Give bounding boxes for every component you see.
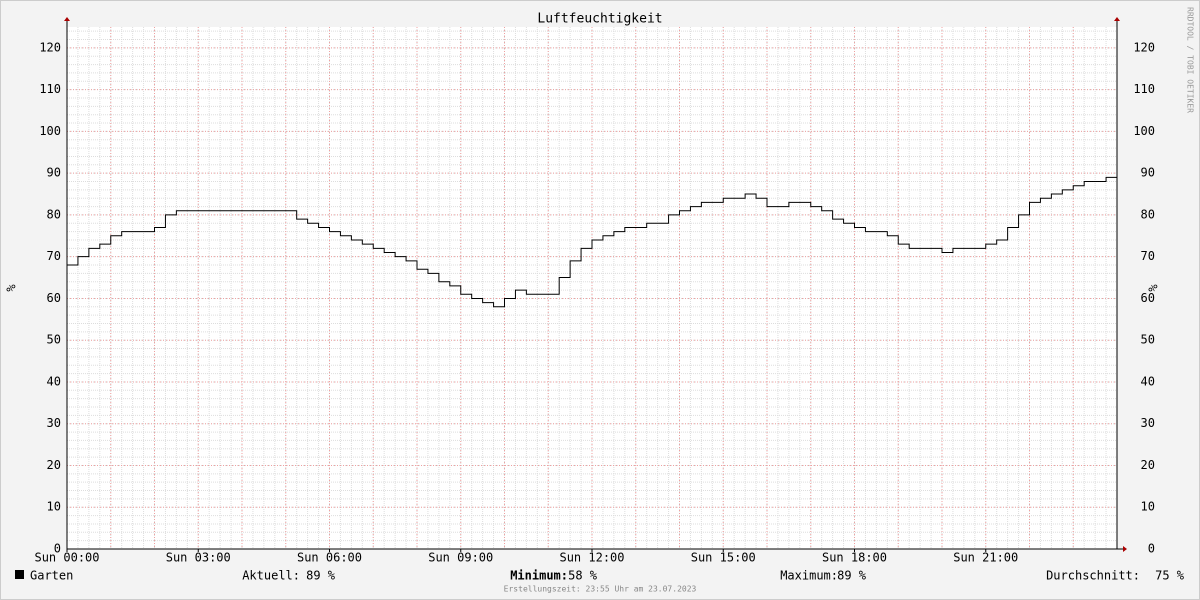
stat-value: 75 % xyxy=(1155,569,1185,583)
y2-tick-label: 80 xyxy=(1141,207,1155,221)
y2-tick-label: 100 xyxy=(1133,124,1155,138)
x-tick-label: Sun 09:00 xyxy=(428,551,493,565)
y-tick-label: 0 xyxy=(54,542,61,556)
y-tick-label: 90 xyxy=(47,166,61,180)
y2-tick-label: 30 xyxy=(1141,416,1155,430)
y-tick-label: 60 xyxy=(47,291,61,305)
x-tick-label: Sun 00:00 xyxy=(34,551,99,565)
legend-label: Garten xyxy=(30,569,73,583)
y2-tick-label: 120 xyxy=(1133,40,1155,54)
x-tick-label: Sun 06:00 xyxy=(297,551,362,565)
y2-tick-label: 20 xyxy=(1141,458,1155,472)
stat-label: Durchschnitt: xyxy=(1046,569,1140,583)
watermark: RRDTOOL / TOBI OETIKER xyxy=(1186,7,1195,113)
arrow xyxy=(1114,17,1120,21)
y2-tick-label: 0 xyxy=(1148,542,1155,556)
y-tick-label: 100 xyxy=(39,124,61,138)
stat-label: Maximum: xyxy=(780,569,838,583)
arrow xyxy=(1123,546,1127,552)
y-tick-label: 50 xyxy=(47,333,61,347)
y2-tick-label: 110 xyxy=(1133,82,1155,96)
y2-tick-label: 90 xyxy=(1141,166,1155,180)
y2-tick-label: 10 xyxy=(1141,500,1155,514)
data-line xyxy=(67,176,1117,308)
stat-label: Minimum: xyxy=(510,569,568,583)
footer: Erstellungszeit: 23:55 Uhr am 23.07.2023 xyxy=(504,585,697,594)
y2-axis-label: % xyxy=(1146,284,1160,292)
stat-label: Aktuell: xyxy=(242,569,300,583)
x-tick-label: Sun 12:00 xyxy=(559,551,624,565)
stat-value: 89 % xyxy=(306,569,336,583)
x-tick-label: Sun 18:00 xyxy=(822,551,887,565)
y-tick-label: 80 xyxy=(47,207,61,221)
y-tick-label: 110 xyxy=(39,82,61,96)
y2-tick-label: 50 xyxy=(1141,333,1155,347)
y2-tick-label: 60 xyxy=(1141,291,1155,305)
legend-swatch xyxy=(15,570,24,579)
y-axis-label: % xyxy=(4,284,18,292)
y-tick-label: 10 xyxy=(47,500,61,514)
stat-value: 58 % xyxy=(568,569,598,583)
chart-title: Luftfeuchtigkeit xyxy=(537,12,662,27)
x-tick-label: Sun 03:00 xyxy=(166,551,231,565)
x-tick-label: Sun 21:00 xyxy=(953,551,1018,565)
y-tick-label: 30 xyxy=(47,416,61,430)
y-tick-label: 70 xyxy=(47,249,61,263)
y2-tick-label: 40 xyxy=(1141,374,1155,388)
y2-tick-label: 70 xyxy=(1141,249,1155,263)
x-tick-label: Sun 15:00 xyxy=(691,551,756,565)
arrow xyxy=(64,17,70,21)
y-tick-label: 40 xyxy=(47,374,61,388)
stat-value: 89 % xyxy=(837,569,867,583)
y-tick-label: 120 xyxy=(39,40,61,54)
y-tick-label: 20 xyxy=(47,458,61,472)
